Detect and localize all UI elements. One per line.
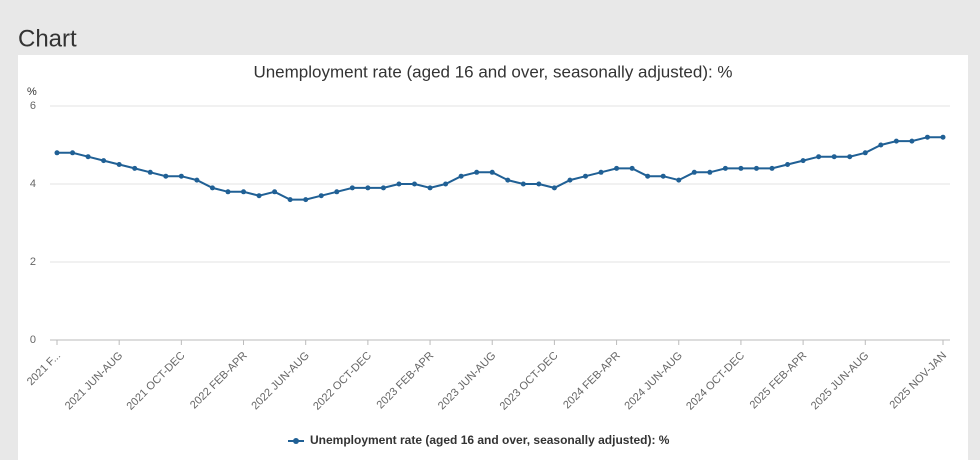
data-point xyxy=(769,165,775,171)
data-point xyxy=(334,189,340,195)
data-point xyxy=(536,181,542,187)
data-point xyxy=(318,193,324,199)
data-point xyxy=(909,138,915,144)
header-title: Chart xyxy=(18,25,77,52)
data-point xyxy=(70,150,76,156)
data-point xyxy=(831,154,837,160)
y-axis-label: % xyxy=(27,86,37,98)
data-point xyxy=(924,134,930,140)
data-point xyxy=(707,169,713,175)
data-point xyxy=(645,173,651,179)
data-point xyxy=(349,185,355,191)
data-point xyxy=(396,181,402,187)
data-point xyxy=(458,173,464,179)
data-point xyxy=(178,173,184,179)
data-point xyxy=(738,165,744,171)
data-point xyxy=(582,173,588,179)
data-point xyxy=(412,181,418,187)
data-point xyxy=(629,165,635,171)
legend-label: Unemployment rate (aged 16 and over, sea… xyxy=(310,433,670,447)
data-point xyxy=(551,185,557,191)
data-point xyxy=(194,177,200,183)
data-point xyxy=(691,169,697,175)
y-tick-label: 2 xyxy=(30,256,36,268)
data-point xyxy=(147,169,153,175)
y-tick-label: 6 xyxy=(30,100,36,112)
data-point xyxy=(303,197,309,203)
data-point xyxy=(101,158,107,164)
data-point xyxy=(676,177,682,183)
series-line xyxy=(57,136,943,201)
data-point xyxy=(256,193,262,199)
data-point xyxy=(800,158,806,164)
data-point xyxy=(785,162,791,167)
data-point xyxy=(567,177,573,183)
y-tick-label: 4 xyxy=(30,178,36,190)
data-point xyxy=(520,181,526,187)
data-point xyxy=(85,154,91,160)
data-point xyxy=(614,165,620,171)
data-point xyxy=(443,181,449,187)
data-point xyxy=(287,197,293,203)
data-point xyxy=(241,189,247,195)
data-point xyxy=(225,189,231,195)
data-point xyxy=(847,154,853,160)
data-point xyxy=(163,173,169,179)
chart-title: Unemployment rate (aged 16 and over, sea… xyxy=(253,62,732,81)
data-point xyxy=(505,177,511,183)
data-point xyxy=(427,185,433,191)
data-point xyxy=(722,165,728,171)
data-point xyxy=(753,165,759,171)
data-point xyxy=(474,169,480,175)
data-point xyxy=(209,185,215,191)
data-point xyxy=(940,134,946,140)
y-tick-label: 0 xyxy=(30,334,36,346)
data-point xyxy=(878,142,884,148)
chart-panel xyxy=(18,55,968,460)
data-point xyxy=(489,169,495,175)
legend-marker xyxy=(293,438,299,444)
data-point xyxy=(598,169,604,175)
data-point xyxy=(132,165,138,171)
data-point xyxy=(54,150,60,156)
data-point xyxy=(893,138,899,144)
data-point xyxy=(116,162,122,167)
data-point xyxy=(816,154,822,160)
data-point xyxy=(660,173,666,179)
data-point xyxy=(862,150,868,156)
data-point xyxy=(365,185,371,191)
data-point xyxy=(272,189,278,195)
data-point xyxy=(380,185,386,191)
